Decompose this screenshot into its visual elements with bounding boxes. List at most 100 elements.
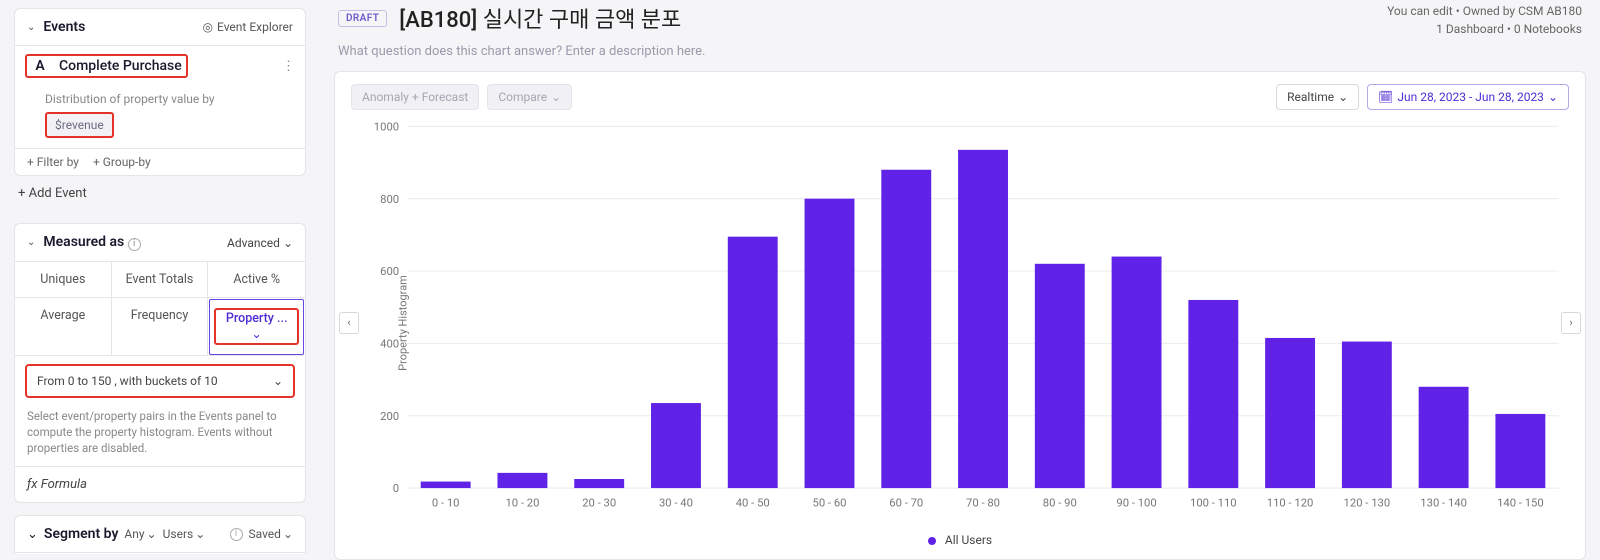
advanced-link[interactable]: Advanced ⌄ xyxy=(227,236,293,250)
segment-title: Segment by xyxy=(44,526,119,542)
svg-text:60 - 70: 60 - 70 xyxy=(889,497,923,510)
group-by-button[interactable]: + Group-by xyxy=(93,155,151,169)
svg-text:100 - 110: 100 - 110 xyxy=(1190,497,1237,510)
compare-button[interactable]: Compare ⌄ xyxy=(487,84,572,110)
svg-text:10 - 20: 10 - 20 xyxy=(505,497,539,510)
events-panel-header[interactable]: ⌄ Events ◎ Event Explorer xyxy=(15,9,305,45)
measure-cell-frequency[interactable]: Frequency xyxy=(112,298,209,356)
filter-by-button[interactable]: + Filter by xyxy=(27,155,79,169)
formula-button[interactable]: ƒx Formula xyxy=(15,466,305,502)
legend-label: All Users xyxy=(945,533,992,547)
svg-text:80 - 90: 80 - 90 xyxy=(1043,497,1077,510)
meta-line-2: 1 Dashboard • 0 Notebooks xyxy=(1387,20,1582,38)
meta-block: You can edit • Owned by CSM AB180 1 Dash… xyxy=(1387,2,1582,38)
meta-line-1: You can edit • Owned by CSM AB180 xyxy=(1387,2,1582,20)
y-axis-label: Property Histogram xyxy=(396,275,409,371)
measured-header[interactable]: ⌄ Measured as i Advanced ⌄ xyxy=(15,224,305,261)
chevron-down-icon: ⌄ xyxy=(27,237,35,248)
chart-prev-button[interactable]: ‹ xyxy=(339,312,359,334)
anomaly-button[interactable]: Anomaly + Forecast xyxy=(351,84,479,110)
measure-cell-uniques[interactable]: Uniques xyxy=(15,262,112,298)
measure-cell-average[interactable]: Average xyxy=(15,298,112,356)
explorer-icon: ◎ xyxy=(203,20,213,34)
chevron-down-icon: ⌄ xyxy=(1548,90,1558,104)
events-panel: ⌄ Events ◎ Event Explorer A Complete Pur… xyxy=(14,8,306,176)
property-chip[interactable]: $revenue xyxy=(45,112,114,138)
chart-next-button[interactable]: › xyxy=(1561,312,1581,334)
page-title[interactable]: [AB180] 실시간 구매 금액 분포 xyxy=(399,2,681,34)
svg-text:110 - 120: 110 - 120 xyxy=(1267,497,1314,510)
measure-cell-active-[interactable]: Active % xyxy=(208,262,305,298)
bucket-text: From 0 to 150 , with buckets of 10 xyxy=(37,374,218,388)
chart-legend: All Users xyxy=(351,529,1569,547)
svg-text:0: 0 xyxy=(393,482,399,495)
svg-text:20 - 30: 20 - 30 xyxy=(582,497,616,510)
segment-any-label: Any xyxy=(124,527,144,541)
measured-helper: Select event/property pairs in the Event… xyxy=(15,404,305,466)
main-area: DRAFT [AB180] 실시간 구매 금액 분포 You can edit … xyxy=(320,0,1600,554)
segment-saved-dropdown[interactable]: Saved ⌄ xyxy=(249,527,294,541)
event-explorer-label: Event Explorer xyxy=(217,20,293,34)
svg-text:200: 200 xyxy=(380,410,399,423)
measure-cell-property-[interactable]: Property ... ⌄ xyxy=(208,298,305,356)
chevron-down-icon: ⌄ xyxy=(1338,90,1348,104)
chevron-down-icon[interactable]: ⌄ xyxy=(27,527,38,542)
bucket-config[interactable]: From 0 to 150 , with buckets of 10 ⌄ xyxy=(25,364,295,398)
chevron-down-icon: ⌄ xyxy=(283,236,293,250)
measured-title-text: Measured as xyxy=(43,234,124,250)
filter-row: + Filter by + Group-by xyxy=(15,148,305,175)
title-block: DRAFT [AB180] 실시간 구매 금액 분포 xyxy=(338,2,681,34)
event-item: A Complete Purchase ⋮ Distribution of pr… xyxy=(15,45,305,175)
svg-text:120 - 130: 120 - 130 xyxy=(1344,497,1391,510)
segment-users-label: Users xyxy=(163,527,194,541)
histogram-chart: 020040060080010000 - 1010 - 2020 - 3030 … xyxy=(351,116,1569,529)
realtime-dropdown[interactable]: Realtime ⌄ xyxy=(1276,84,1359,110)
event-letter: A xyxy=(31,58,49,74)
svg-text:30 - 40: 30 - 40 xyxy=(659,497,693,510)
advanced-label: Advanced xyxy=(227,236,280,250)
segment-header: ⌄ Segment by Any ⌄ Users ⌄ i Saved ⌄ xyxy=(15,516,305,552)
svg-text:130 - 140: 130 - 140 xyxy=(1420,497,1467,510)
events-title: Events xyxy=(43,19,194,35)
segment-panel: ⌄ Segment by Any ⌄ Users ⌄ i Saved ⌄ 1 ⌄… xyxy=(14,515,306,554)
compare-label: Compare xyxy=(498,90,547,104)
distribution-label: Distribution of property value by xyxy=(15,86,305,110)
event-name: Complete Purchase xyxy=(59,58,182,74)
svg-text:1000: 1000 xyxy=(374,120,399,133)
info-icon[interactable]: i xyxy=(128,238,141,251)
svg-text:50 - 60: 50 - 60 xyxy=(813,497,847,510)
event-kebab-icon[interactable]: ⋮ xyxy=(282,59,295,74)
daterange-label: Jun 28, 2023 - Jun 28, 2023 xyxy=(1397,90,1544,104)
chevron-down-icon: ⌄ xyxy=(551,90,561,104)
svg-text:800: 800 xyxy=(380,193,399,206)
segment-any-dropdown[interactable]: Any ⌄ xyxy=(124,527,156,541)
svg-text:40 - 50: 40 - 50 xyxy=(736,497,770,510)
add-event-button[interactable]: + Add Event xyxy=(14,176,306,211)
realtime-label: Realtime xyxy=(1287,90,1334,104)
chart-area: Property Histogram 020040060080010000 - … xyxy=(351,116,1569,529)
draft-badge: DRAFT xyxy=(338,10,387,27)
svg-text:90 - 100: 90 - 100 xyxy=(1116,497,1156,510)
chevron-down-icon: ⌄ xyxy=(273,374,283,388)
chevron-down-icon: ⌄ xyxy=(27,22,35,33)
segment-saved-label: Saved xyxy=(249,527,281,541)
sidebar: ⌄ Events ◎ Event Explorer A Complete Pur… xyxy=(0,0,320,554)
event-row[interactable]: A Complete Purchase ⋮ xyxy=(15,46,305,86)
info-icon[interactable]: i xyxy=(230,528,243,541)
chart-card: Anomaly + Forecast Compare ⌄ Realtime ⌄ … xyxy=(334,71,1586,560)
daterange-picker[interactable]: 🗓 Jun 28, 2023 - Jun 28, 2023 ⌄ xyxy=(1367,84,1569,110)
svg-text:70 - 80: 70 - 80 xyxy=(966,497,1000,510)
svg-text:0 - 10: 0 - 10 xyxy=(432,497,460,510)
description-input[interactable]: What question does this chart answer? En… xyxy=(320,44,1600,71)
legend-dot xyxy=(928,537,936,545)
measured-title: Measured as i xyxy=(43,234,219,251)
chart-toolbar: Anomaly + Forecast Compare ⌄ Realtime ⌄ … xyxy=(351,84,1569,110)
segment-users-dropdown[interactable]: Users ⌄ xyxy=(163,527,206,541)
measure-grid: UniquesEvent TotalsActive % AverageFreque… xyxy=(15,261,305,356)
page-header: DRAFT [AB180] 실시간 구매 금액 분포 You can edit … xyxy=(320,0,1600,44)
svg-text:140 - 150: 140 - 150 xyxy=(1497,497,1544,510)
measure-cell-event-totals[interactable]: Event Totals xyxy=(112,262,209,298)
calendar-icon: 🗓 xyxy=(1378,90,1393,104)
measured-panel: ⌄ Measured as i Advanced ⌄ UniquesEvent … xyxy=(14,223,306,503)
event-explorer-link[interactable]: ◎ Event Explorer xyxy=(203,20,293,34)
